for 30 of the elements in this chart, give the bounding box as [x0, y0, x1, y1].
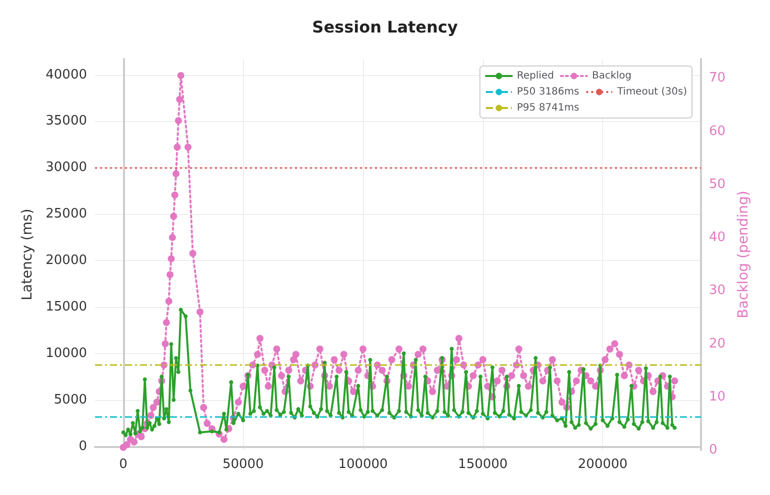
x-tick-label: 200000: [578, 457, 628, 472]
legend-label: P95 8741ms: [516, 102, 580, 114]
y-tick-label: 10000: [46, 346, 87, 361]
legend-label: Backlog: [592, 70, 632, 82]
legend-label: Replied: [516, 70, 554, 82]
y-axis-title: Latency (ms): [20, 208, 36, 300]
y-tick-label: 40000: [46, 67, 87, 82]
x-tick-label: 0: [119, 457, 128, 472]
y-tick-label: 30000: [46, 160, 87, 176]
x-tick-label: 150000: [458, 457, 508, 472]
y2-tick-label: 60: [709, 124, 726, 139]
y2-tick-label: 30: [709, 283, 726, 298]
y-tick-label: 35000: [46, 114, 87, 129]
y-tick-label: 5000: [54, 392, 87, 408]
legend-label: P50 3186ms: [516, 86, 580, 98]
y-tick-label: 0: [78, 438, 87, 454]
y2-tick-label: 40: [709, 230, 726, 245]
x-tick-label: 100000: [338, 457, 388, 472]
legend-label: Timeout (30s): [616, 86, 688, 98]
x-tick-label: 50000: [222, 457, 264, 472]
y2-tick-label: 10: [709, 389, 726, 404]
y-tick-label: 25000: [46, 206, 87, 222]
y2-tick-label: 70: [709, 70, 726, 86]
y2-tick-label: 50: [709, 176, 726, 192]
y-tick-label: 15000: [46, 299, 87, 314]
y2-axis-title: Backlog (pending): [735, 190, 752, 318]
y2-tick-label: 20: [709, 336, 726, 352]
y2-tick-label: 0: [709, 442, 718, 458]
chart-title: Session Latency: [312, 18, 458, 36]
y-tick-label: 20000: [46, 253, 87, 268]
